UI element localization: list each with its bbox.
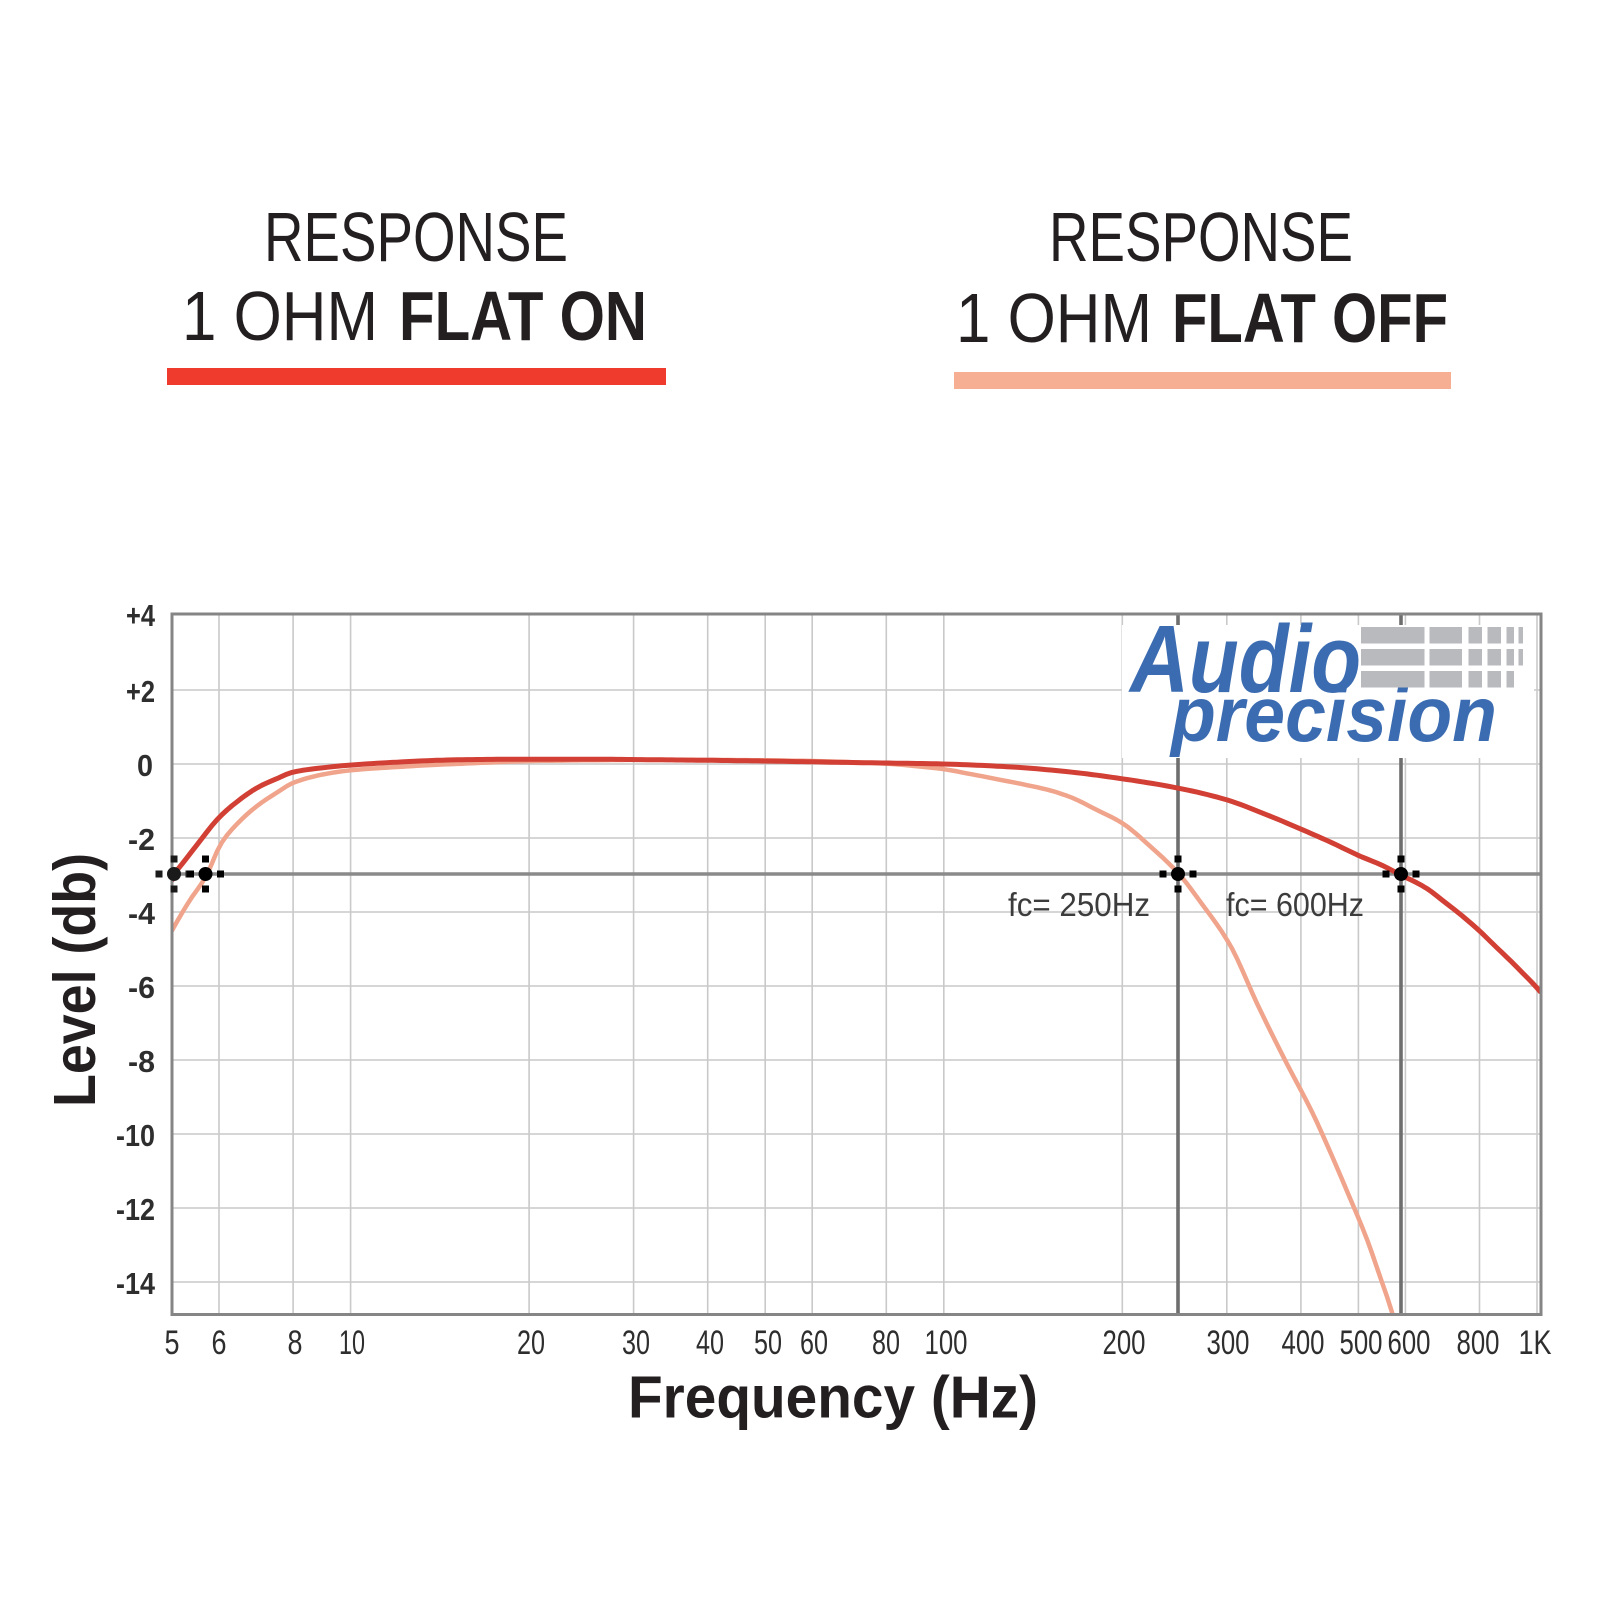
svg-text:Frequency (Hz): Frequency (Hz) <box>628 1365 1038 1431</box>
svg-text:-10: -10 <box>116 1118 155 1153</box>
svg-text:30: 30 <box>622 1324 650 1362</box>
svg-text:400: 400 <box>1282 1324 1325 1362</box>
svg-text:-14: -14 <box>116 1266 156 1301</box>
svg-text:40: 40 <box>696 1324 724 1362</box>
svg-text:50: 50 <box>754 1324 782 1362</box>
svg-text:20: 20 <box>517 1324 545 1362</box>
svg-text:+4: +4 <box>126 598 156 633</box>
svg-text:Audio: Audio <box>1128 605 1361 713</box>
svg-text:-4: -4 <box>128 896 156 931</box>
svg-text:-2: -2 <box>128 822 155 857</box>
svg-text:-6: -6 <box>128 970 155 1005</box>
svg-text:6: 6 <box>212 1324 227 1362</box>
svg-text:FLAT ON: FLAT ON <box>399 277 647 355</box>
svg-text:200: 200 <box>1103 1324 1146 1362</box>
svg-text:FLAT OFF: FLAT OFF <box>1172 279 1448 357</box>
svg-text:-12: -12 <box>116 1192 155 1227</box>
svg-text:5: 5 <box>165 1324 180 1362</box>
svg-text:80: 80 <box>872 1324 900 1362</box>
svg-text:600: 600 <box>1388 1324 1431 1362</box>
svg-text:10: 10 <box>339 1324 365 1362</box>
svg-text:300: 300 <box>1207 1324 1250 1362</box>
svg-text:1 OHM: 1 OHM <box>956 279 1152 357</box>
svg-text:100: 100 <box>925 1324 968 1362</box>
svg-text:-8: -8 <box>128 1044 155 1079</box>
svg-text:+2: +2 <box>126 674 155 709</box>
svg-text:fc= 250Hz: fc= 250Hz <box>1008 886 1150 923</box>
svg-text:RESPONSE: RESPONSE <box>264 198 568 276</box>
svg-text:1K: 1K <box>1519 1324 1552 1362</box>
svg-text:0: 0 <box>137 748 153 783</box>
svg-text:fc= 600Hz: fc= 600Hz <box>1226 886 1364 923</box>
svg-text:Level (db): Level (db) <box>42 853 108 1107</box>
svg-text:8: 8 <box>288 1324 303 1362</box>
svg-text:60: 60 <box>800 1324 828 1362</box>
svg-text:RESPONSE: RESPONSE <box>1049 198 1353 276</box>
svg-text:1 OHM: 1 OHM <box>182 277 378 355</box>
svg-text:800: 800 <box>1457 1324 1500 1362</box>
svg-text:500: 500 <box>1340 1324 1383 1362</box>
